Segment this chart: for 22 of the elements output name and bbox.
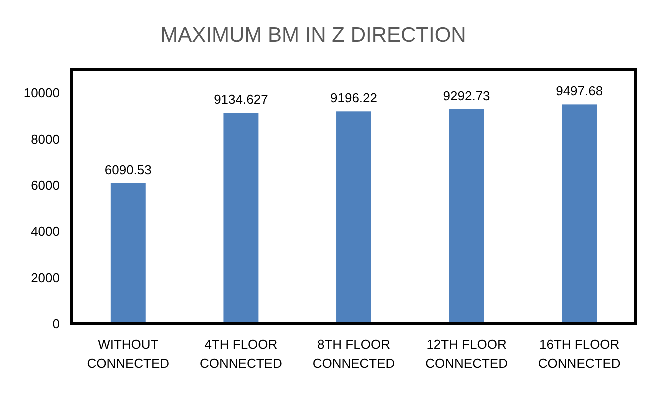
x-tick-label: 12TH FLOOR CONNECTED — [426, 337, 508, 371]
x-tick-label: 4TH FLOOR CONNECTED — [200, 337, 282, 371]
y-tick-label: 8000 — [31, 132, 60, 147]
bar — [110, 183, 146, 324]
data-label: 6090.53 — [104, 162, 152, 178]
bar — [224, 113, 259, 324]
y-tick-label: 0 — [52, 316, 60, 332]
bar — [336, 112, 372, 324]
bar — [562, 104, 598, 324]
data-label: 9497.68 — [556, 84, 604, 99]
bar — [449, 109, 484, 324]
data-label: 9292.73 — [443, 88, 490, 104]
data-label: 9196.22 — [330, 90, 378, 106]
x-tick-label: WITHOUT CONNECTED — [87, 337, 170, 371]
y-tick-label: 6000 — [31, 178, 60, 194]
y-tick-label: 4000 — [31, 224, 60, 240]
x-tick-label: 8TH FLOOR CONNECTED — [312, 337, 396, 371]
y-tick-label: 2000 — [31, 270, 60, 286]
data-label: 9134.627 — [214, 92, 268, 108]
y-tick-label: 10000 — [24, 86, 60, 101]
x-tick-label: 16TH FLOOR CONNECTED — [538, 337, 621, 371]
chart-title: MAXIMUM BM IN Z DIRECTION — [160, 24, 466, 47]
